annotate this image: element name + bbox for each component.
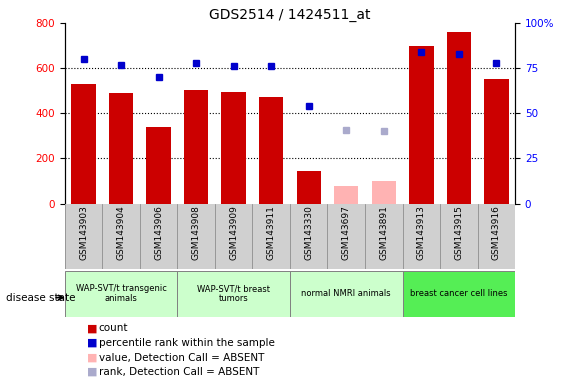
Text: GSM143915: GSM143915 [454,205,463,260]
Text: GSM143891: GSM143891 [379,205,388,260]
Text: GSM143903: GSM143903 [79,205,88,260]
Bar [484,79,508,204]
Title: GDS2514 / 1424511_at: GDS2514 / 1424511_at [209,8,370,22]
Bar [297,171,321,204]
Bar [109,93,133,204]
Bar [65,271,177,317]
Text: GSM143916: GSM143916 [492,205,501,260]
Text: GSM143913: GSM143913 [417,205,426,260]
Bar [290,271,403,317]
Bar [221,92,246,204]
Bar [177,271,290,317]
Text: normal NMRI animals: normal NMRI animals [301,289,391,298]
Text: ■: ■ [87,353,98,362]
Text: GSM143906: GSM143906 [154,205,163,260]
Text: GSM143911: GSM143911 [267,205,276,260]
Text: value, Detection Call = ABSENT: value, Detection Call = ABSENT [99,353,264,362]
Text: rank, Detection Call = ABSENT: rank, Detection Call = ABSENT [99,367,259,377]
Text: GSM143904: GSM143904 [117,205,126,260]
Text: WAP-SVT/t breast
tumors: WAP-SVT/t breast tumors [197,284,270,303]
Text: GSM143330: GSM143330 [304,205,313,260]
Bar [72,84,96,204]
Text: breast cancer cell lines: breast cancer cell lines [410,289,508,298]
Text: GSM143909: GSM143909 [229,205,238,260]
Bar [184,90,208,204]
Text: percentile rank within the sample: percentile rank within the sample [99,338,274,348]
Bar [334,186,359,204]
Text: GSM143697: GSM143697 [342,205,351,260]
Text: ■: ■ [87,338,98,348]
Bar [446,31,471,204]
Text: ■: ■ [87,323,98,333]
Text: count: count [99,323,128,333]
Bar [259,97,283,204]
Bar [372,181,396,204]
Bar [409,46,434,204]
Text: ■: ■ [87,367,98,377]
Text: disease state: disease state [6,293,75,303]
Bar [403,271,515,317]
Text: GSM143908: GSM143908 [191,205,200,260]
Text: WAP-SVT/t transgenic
animals: WAP-SVT/t transgenic animals [75,284,167,303]
Bar [146,127,171,204]
